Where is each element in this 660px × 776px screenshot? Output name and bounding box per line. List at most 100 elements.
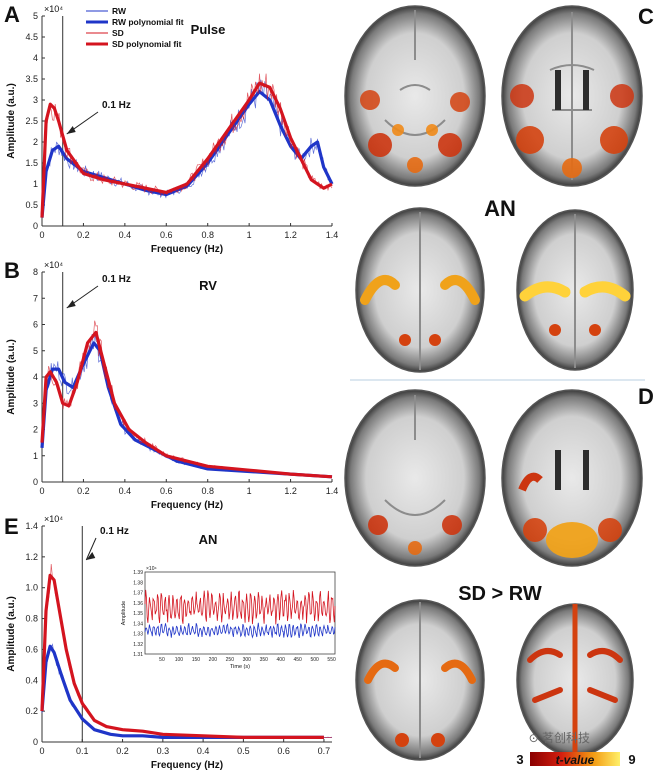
- inset-y-tick-label: 1.35: [133, 611, 143, 617]
- x-axis-label: Frequency (Hz): [151, 244, 223, 255]
- y-tick-label: 3.5: [25, 74, 38, 84]
- x-tick-label: 0.2: [116, 746, 129, 756]
- inset-x-tick-label: 100: [175, 657, 184, 663]
- x-tick-label: 1.4: [326, 230, 339, 240]
- x-tick-label: 0.6: [277, 746, 290, 756]
- x-tick-label: 1.2: [284, 230, 297, 240]
- x-tick-label: 0.6: [160, 486, 173, 496]
- brain-maps: AN SD > RW: [344, 5, 645, 767]
- annotation-arrowhead: [86, 552, 96, 560]
- y-tick-label: 3: [33, 398, 38, 408]
- x-tick-label: 0.3: [157, 746, 170, 756]
- x-tick-label: 0.2: [77, 230, 90, 240]
- y-tick-label: 0.8: [25, 614, 38, 624]
- inset-y-tick-label: 1.38: [133, 580, 143, 586]
- y-axis-label: Amplitude (a.u.): [6, 596, 17, 672]
- x-tick-label: 1: [247, 486, 252, 496]
- x-tick-label: 0.1: [76, 746, 89, 756]
- chart-title: Pulse: [191, 22, 226, 37]
- inset-y-tick-label: 1.37: [133, 591, 143, 597]
- inset-x-label: Time (s): [230, 664, 250, 670]
- sd-raw-trace: [41, 320, 333, 478]
- brain-label-sd-rw: SD > RW: [458, 583, 542, 605]
- y-tick-label: 0: [33, 477, 38, 487]
- rw-fit-line: [40, 89, 334, 218]
- y-tick-label: 1: [33, 451, 38, 461]
- y-tick-label: 4: [33, 372, 38, 382]
- inset-x-tick-label: 450: [294, 657, 303, 663]
- inset-x-tick-label: 350: [260, 657, 269, 663]
- rw-fit-line: [40, 341, 333, 479]
- brain-label-an: AN: [484, 196, 516, 221]
- colorbar: 3 t-value 9: [516, 752, 636, 767]
- y-tick-label: 5: [33, 346, 38, 356]
- panel-letter-c: C: [638, 4, 654, 29]
- panel-letter-b: B: [4, 258, 20, 283]
- y-tick-label: 0.2: [25, 706, 38, 716]
- y-tick-label: 8: [33, 267, 38, 277]
- inset-rw-trace: [144, 622, 336, 639]
- y-scale-label: ×10⁴: [44, 260, 63, 270]
- y-tick-label: 1.0: [25, 583, 38, 593]
- y-tick-label: 0: [33, 221, 38, 231]
- x-tick-label: 0: [39, 230, 44, 240]
- inset-y-tick-label: 1.31: [133, 652, 143, 658]
- brain-c-1: [344, 5, 486, 187]
- x-tick-label: 0.4: [119, 230, 132, 240]
- y-tick-label: 4: [33, 53, 38, 63]
- inset-sd-trace: [144, 589, 336, 625]
- y-axis-label: Amplitude (a.u.): [6, 83, 17, 159]
- chart-title: RV: [199, 278, 217, 293]
- x-tick-label: 0: [39, 486, 44, 496]
- annotation-arrowhead: [66, 126, 76, 134]
- y-tick-label: 5: [33, 11, 38, 21]
- inset-x-tick-label: 500: [310, 657, 319, 663]
- legend-label: RW polynomial fit: [112, 17, 184, 27]
- sd-fit-line: [40, 81, 333, 218]
- inset-y-tick-label: 1.39: [133, 570, 143, 576]
- y-tick-label: 0: [33, 737, 38, 747]
- annotation-arrow: [85, 537, 97, 561]
- chart-an: 0 0.2 0.4 0.6 0.8 1.0 1.2 1.4 0 0.1 0.2 0.3 0.4 0.5 0.…: [6, 514, 336, 771]
- brain-d-2: [501, 389, 643, 567]
- brain-d-1: [344, 389, 486, 567]
- inset-y-label: Amplitude: [121, 601, 127, 625]
- inset-x-tick-label: 50: [159, 657, 165, 663]
- chart-pulse: 0 0.5 1 1.5 2 2.5 3 3.5 4 4.5 5 0 0.2 0.4 0.6 0.8 1 1.2 1.…: [6, 4, 339, 255]
- inset-y-tick-label: 1.32: [133, 642, 143, 648]
- y-tick-label: 0.4: [25, 675, 38, 685]
- y-scale-label: ×10⁴: [44, 514, 63, 524]
- x-tick-label: 0.2: [77, 486, 90, 496]
- inset-x-tick-label: 400: [277, 657, 286, 663]
- colorbar-min: 3: [516, 752, 523, 767]
- rw-raw-trace: [41, 79, 333, 218]
- x-tick-label: 1: [247, 230, 252, 240]
- x-tick-label: 0.8: [201, 486, 214, 496]
- brain-c-4: [516, 209, 634, 371]
- chart-rv: 0 1 2 3 4 5 6 7 8 0 0.2 0.4 0.6 0.8 1 1.2 1.4 Frequency (…: [6, 260, 339, 511]
- y-tick-label: 0.6: [25, 644, 38, 654]
- x-tick-label: 1.4: [326, 486, 339, 496]
- x-tick-label: 0.5: [237, 746, 250, 756]
- colorbar-max: 9: [628, 752, 635, 767]
- inset-x-tick-label: 250: [226, 657, 235, 663]
- panel-letter-d: D: [638, 384, 654, 409]
- annotation-arrowhead: [66, 300, 76, 308]
- annotation-label: 0.1 Hz: [102, 100, 131, 111]
- panel-letter-e: E: [4, 514, 19, 539]
- y-tick-label: 1.5: [25, 158, 38, 168]
- legend-label: SD polynomial fit: [112, 39, 182, 49]
- x-axis-label: Frequency (Hz): [151, 500, 223, 511]
- x-tick-label: 0.8: [201, 230, 214, 240]
- legend-label: SD: [112, 28, 124, 38]
- inset-y-scale: ×10⁴: [146, 566, 157, 572]
- y-tick-label: 1: [33, 179, 38, 189]
- x-tick-label: 0.7: [318, 746, 331, 756]
- y-tick-label: 6: [33, 320, 38, 330]
- inset-y-tick-label: 1.36: [133, 601, 143, 607]
- y-tick-label: 0.5: [25, 200, 38, 210]
- sd-fit-line: [40, 573, 324, 739]
- y-tick-label: 1.4: [25, 521, 38, 531]
- brain-c-2: [501, 5, 643, 187]
- colorbar-label: t-value: [556, 753, 595, 767]
